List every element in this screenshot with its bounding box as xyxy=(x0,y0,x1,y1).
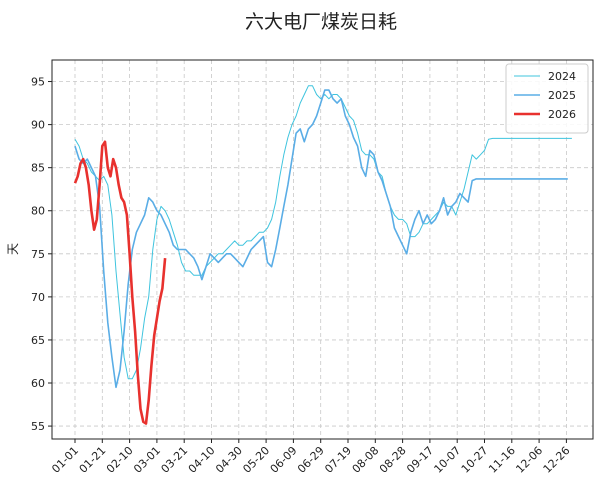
x-tick-label: 03-21 xyxy=(159,444,191,476)
x-tick-label: 12-26 xyxy=(541,444,573,476)
series-line-2025 xyxy=(74,89,568,389)
x-tick-label: 06-09 xyxy=(268,444,300,476)
x-tick-label: 08-28 xyxy=(377,444,409,476)
x-tick-label: 07-19 xyxy=(322,444,354,476)
x-tick-label: 04-30 xyxy=(213,444,245,476)
y-axis-label: 天 xyxy=(6,243,20,255)
series-lines xyxy=(73,85,572,425)
y-tick-label: 60 xyxy=(31,377,45,390)
x-tick-label: 05-20 xyxy=(240,444,272,476)
y-tick-label: 80 xyxy=(31,205,45,218)
chart-title: 六大电厂煤炭日耗 xyxy=(245,11,397,33)
legend-label-2024: 2024 xyxy=(548,70,576,83)
x-tick-label: 01-01 xyxy=(49,444,81,476)
axes xyxy=(48,59,594,443)
y-tick-label: 90 xyxy=(31,119,45,132)
plot-frame xyxy=(51,59,594,440)
legend-box xyxy=(505,63,589,134)
x-tick-label: 02-10 xyxy=(104,444,136,476)
y-tick-label: 70 xyxy=(31,291,45,304)
x-tick-label: 10-27 xyxy=(459,444,491,476)
x-tick-label: 01-21 xyxy=(77,444,109,476)
series-line-2024 xyxy=(74,85,572,380)
legend-label-2025: 2025 xyxy=(548,89,576,102)
x-tick-label: 06-29 xyxy=(295,444,327,476)
x-tick-label: 09-17 xyxy=(404,444,436,476)
x-tick-label: 12-06 xyxy=(513,444,545,476)
y-tick-label: 75 xyxy=(31,248,45,261)
x-tick-label: 08-08 xyxy=(350,444,382,476)
series-line-2026 xyxy=(73,140,167,425)
x-tick-label: 03-01 xyxy=(131,444,163,476)
y-tick-label: 65 xyxy=(31,334,45,347)
legend-label-2026: 2026 xyxy=(548,108,576,121)
y-tick-label: 55 xyxy=(31,420,45,433)
y-tick-label: 95 xyxy=(31,76,45,89)
x-tick-label: 10-07 xyxy=(432,444,464,476)
grid xyxy=(52,60,593,439)
y-tick-label: 85 xyxy=(31,162,45,175)
legend: 2024 2025 2026 xyxy=(505,63,589,134)
x-tick-label: 11-16 xyxy=(486,444,518,476)
x-tick-label: 04-10 xyxy=(186,444,218,476)
